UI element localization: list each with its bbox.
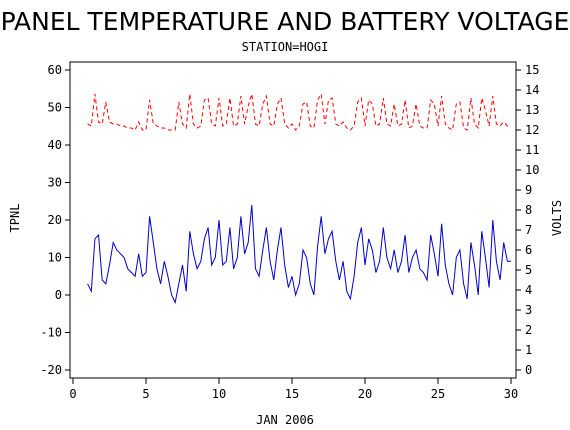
right-tick-label: 8 <box>525 203 532 217</box>
right-tick-label: 3 <box>525 303 532 317</box>
x-tick-label: 15 <box>285 387 299 401</box>
right-tick-label: 12 <box>525 123 539 137</box>
left-tick-label: -20 <box>40 363 62 377</box>
x-tick-label: 30 <box>504 387 518 401</box>
right-tick-label: 6 <box>525 243 532 257</box>
x-tick-label: 20 <box>358 387 372 401</box>
left-tick-label: 0 <box>55 288 62 302</box>
x-axis-ticks: 0 5 10 15 20 25 30 <box>69 378 518 401</box>
x-axis-label: JAN 2006 <box>256 413 314 427</box>
left-tick-label: 20 <box>48 213 62 227</box>
y-axis-label-left: TPNL <box>8 204 22 233</box>
right-tick-label: 2 <box>525 323 532 337</box>
right-tick-label: 5 <box>525 263 532 277</box>
left-axis-ticks: -20 -10 0 10 20 30 40 50 60 <box>40 63 70 377</box>
temperature-series-line <box>87 204 511 305</box>
x-tick-label: 0 <box>69 387 76 401</box>
right-tick-label: 13 <box>525 103 539 117</box>
right-tick-label: 15 <box>525 63 539 77</box>
left-tick-label: 40 <box>48 138 62 152</box>
left-tick-label: 60 <box>48 63 62 77</box>
x-tick-label: 25 <box>431 387 445 401</box>
right-tick-label: 11 <box>525 143 539 157</box>
right-tick-label: 1 <box>525 343 532 357</box>
right-tick-label: 10 <box>525 163 539 177</box>
chart-title: PANEL TEMPERATURE AND BATTERY VOLTAGE <box>1 7 570 36</box>
left-tick-label: -10 <box>40 326 62 340</box>
right-tick-label: 4 <box>525 283 532 297</box>
right-tick-label: 7 <box>525 223 532 237</box>
right-tick-label: 14 <box>525 83 539 97</box>
voltage-series-line <box>87 92 511 131</box>
y-axis-label-right: VOLTS <box>550 200 564 236</box>
left-tick-label: 30 <box>48 176 62 190</box>
left-tick-label: 50 <box>48 101 62 115</box>
x-tick-label: 5 <box>142 387 149 401</box>
x-tick-label: 10 <box>212 387 226 401</box>
series-layer <box>87 92 511 305</box>
left-tick-label: 10 <box>48 251 62 265</box>
right-tick-label: 0 <box>525 363 532 377</box>
chart-subtitle: STATION=HOGI <box>242 40 329 54</box>
right-tick-label: 9 <box>525 183 532 197</box>
